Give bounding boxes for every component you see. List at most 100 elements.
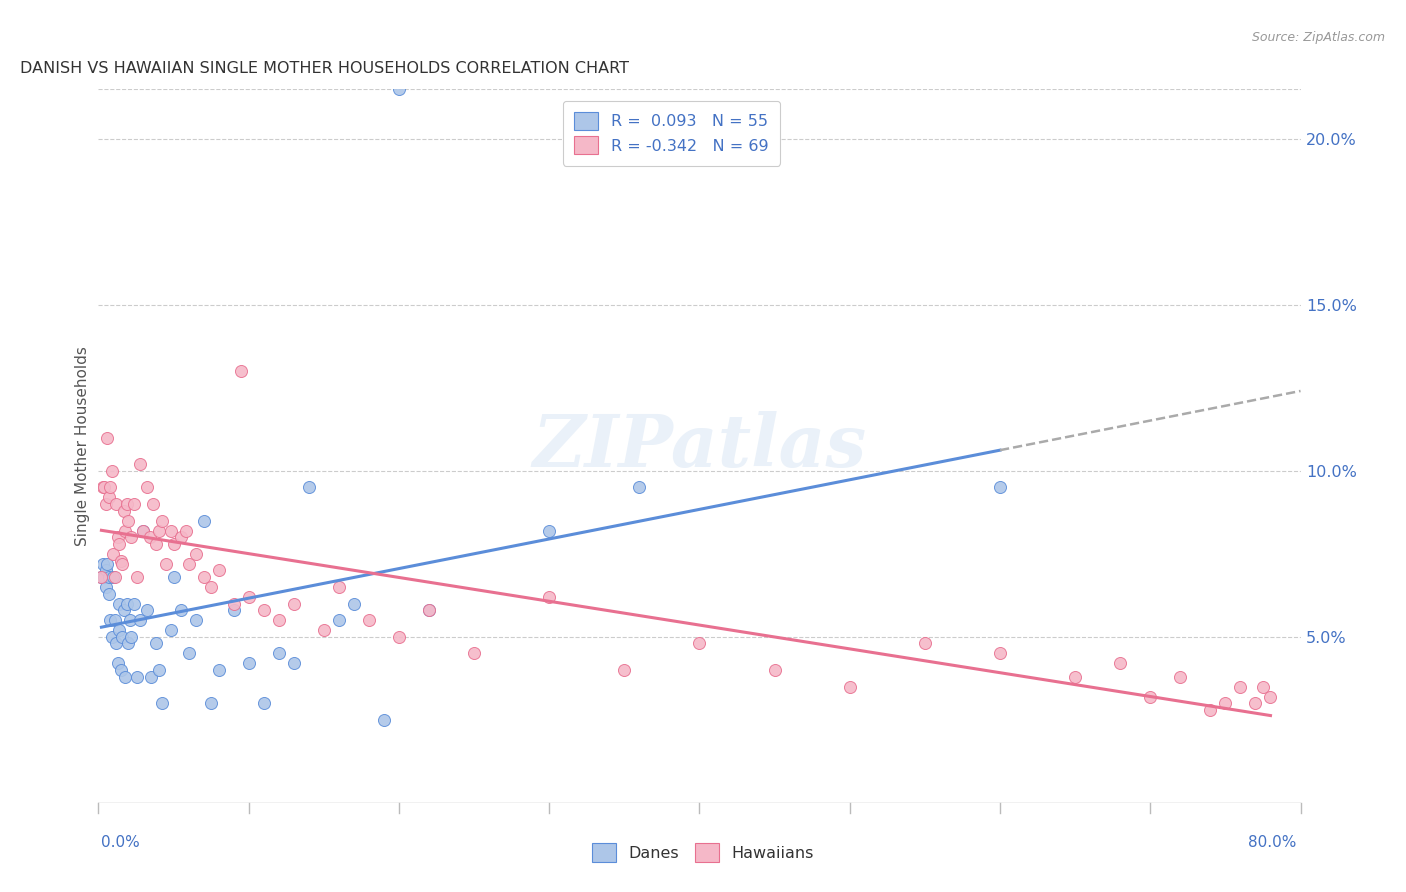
Point — [141, 497, 163, 511]
Point — [110, 663, 132, 677]
Point — [253, 696, 276, 710]
Point — [100, 481, 122, 495]
Point — [1170, 670, 1192, 684]
Point — [155, 557, 177, 571]
Point — [177, 557, 200, 571]
Point — [177, 647, 200, 661]
Point — [90, 570, 112, 584]
Text: 80.0%: 80.0% — [1249, 836, 1296, 850]
Point — [93, 481, 115, 495]
Point — [110, 553, 132, 567]
Point — [357, 613, 380, 627]
Point — [105, 636, 128, 650]
Point — [127, 570, 149, 584]
Point — [94, 497, 117, 511]
Point — [132, 524, 155, 538]
Point — [96, 431, 118, 445]
Point — [112, 504, 135, 518]
Point — [238, 590, 260, 604]
Point — [283, 657, 305, 671]
Point — [162, 537, 184, 551]
Point — [388, 82, 411, 96]
Point — [118, 613, 141, 627]
Point — [1199, 703, 1222, 717]
Point — [193, 570, 215, 584]
Point — [121, 630, 143, 644]
Point — [613, 663, 636, 677]
Point — [104, 613, 127, 627]
Point — [127, 670, 149, 684]
Point — [103, 570, 125, 584]
Point — [105, 497, 128, 511]
Text: DANISH VS HAWAIIAN SINGLE MOTHER HOUSEHOLDS CORRELATION CHART: DANISH VS HAWAIIAN SINGLE MOTHER HOUSEHO… — [20, 61, 630, 76]
Point — [763, 663, 786, 677]
Point — [283, 597, 305, 611]
Point — [200, 580, 222, 594]
Point — [138, 530, 160, 544]
Point — [538, 524, 561, 538]
Point — [96, 557, 118, 571]
Point — [148, 524, 170, 538]
Point — [135, 481, 157, 495]
Point — [114, 524, 136, 538]
Point — [115, 597, 138, 611]
Point — [988, 647, 1011, 661]
Point — [463, 647, 485, 661]
Point — [135, 603, 157, 617]
Point — [328, 580, 350, 594]
Text: 0.0%: 0.0% — [101, 836, 141, 850]
Point — [91, 481, 114, 495]
Point — [108, 537, 131, 551]
Point — [117, 636, 139, 650]
Point — [104, 570, 127, 584]
Point — [124, 597, 146, 611]
Point — [174, 524, 197, 538]
Legend: Danes, Hawaiians: Danes, Hawaiians — [585, 837, 821, 868]
Text: ZIPatlas: ZIPatlas — [533, 410, 866, 482]
Point — [914, 636, 936, 650]
Point — [388, 630, 411, 644]
Point — [150, 514, 173, 528]
Point — [162, 570, 184, 584]
Point — [100, 613, 122, 627]
Point — [129, 457, 152, 471]
Point — [97, 491, 120, 505]
Point — [124, 497, 146, 511]
Point — [97, 570, 120, 584]
Point — [253, 603, 276, 617]
Point — [312, 624, 335, 638]
Point — [1229, 680, 1251, 694]
Point — [418, 603, 440, 617]
Point — [238, 657, 260, 671]
Point — [231, 364, 253, 378]
Point — [1215, 696, 1237, 710]
Point — [91, 557, 114, 571]
Point — [107, 657, 129, 671]
Point — [838, 680, 860, 694]
Point — [418, 603, 440, 617]
Point — [101, 630, 124, 644]
Point — [115, 497, 138, 511]
Point — [159, 524, 181, 538]
Point — [97, 587, 120, 601]
Point — [267, 647, 290, 661]
Point — [1139, 690, 1161, 704]
Point — [114, 670, 136, 684]
Point — [208, 564, 231, 578]
Point — [90, 570, 112, 584]
Point — [170, 603, 193, 617]
Point — [373, 713, 395, 727]
Point — [1244, 696, 1267, 710]
Point — [129, 613, 152, 627]
Point — [184, 613, 207, 627]
Point — [1251, 680, 1274, 694]
Point — [298, 481, 321, 495]
Point — [193, 514, 215, 528]
Point — [1109, 657, 1132, 671]
Legend: R =  0.093   N = 55, R = -0.342   N = 69: R = 0.093 N = 55, R = -0.342 N = 69 — [564, 101, 780, 166]
Point — [111, 630, 134, 644]
Point — [170, 530, 193, 544]
Point — [208, 663, 231, 677]
Point — [112, 603, 135, 617]
Point — [184, 547, 207, 561]
